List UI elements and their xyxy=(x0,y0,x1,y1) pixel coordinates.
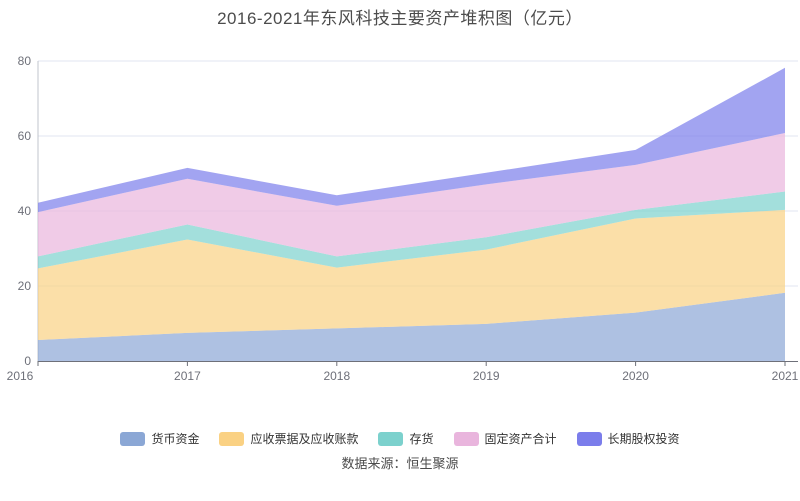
legend-item-0[interactable]: 货币资金 xyxy=(120,430,199,447)
y-axis-label-40: 40 xyxy=(18,204,32,218)
x-axis-label-2016: 2016 xyxy=(7,369,34,383)
chart-title: 2016-2021年东风科技主要资产堆积图（亿元） xyxy=(217,9,583,28)
x-axis-label-2017: 2017 xyxy=(174,369,201,383)
legend-item-2[interactable]: 存货 xyxy=(378,430,434,447)
legend-swatch-icon xyxy=(219,431,245,446)
legend-label: 存货 xyxy=(409,432,434,446)
x-axis-label-2021: 2021 xyxy=(772,369,799,383)
legend-swatch-icon xyxy=(453,431,479,446)
area-series-1[interactable] xyxy=(38,209,785,340)
chart-legend: 货币资金 应收票据及应收账款 存货 固定资产合计 长期股权投资 xyxy=(0,430,800,447)
y-axis-label-20: 20 xyxy=(18,279,32,293)
data-source-note: 数据来源：恒生聚源 xyxy=(341,456,459,471)
area-series-3[interactable] xyxy=(38,133,785,257)
x-axis-label-2019: 2019 xyxy=(473,369,500,383)
y-axis-label-60: 60 xyxy=(18,129,32,143)
legend-swatch-icon xyxy=(120,431,146,446)
legend-swatch-icon xyxy=(378,431,404,446)
y-axis-label-80: 80 xyxy=(18,54,32,68)
y-axis-label-0: 0 xyxy=(24,354,31,368)
legend-label: 应收票据及应收账款 xyxy=(250,432,359,446)
area-series-2[interactable] xyxy=(38,191,785,269)
area-series-4[interactable] xyxy=(38,67,785,213)
legend-label: 固定资产合计 xyxy=(484,432,557,446)
legend-item-3[interactable]: 固定资产合计 xyxy=(453,430,557,447)
legend-item-4[interactable]: 长期股权投资 xyxy=(576,430,680,447)
x-axis-label-2020: 2020 xyxy=(622,369,649,383)
x-axis-label-2018: 2018 xyxy=(323,369,350,383)
legend-label: 货币资金 xyxy=(151,432,200,446)
legend-item-1[interactable]: 应收票据及应收账款 xyxy=(219,430,358,447)
area-series-0[interactable] xyxy=(38,292,785,361)
legend-swatch-icon xyxy=(576,431,602,446)
legend-label: 长期股权投资 xyxy=(607,432,680,446)
stacked-area-chart[interactable]: 0 20 40 60 80 2016 2017 2018 2019 2020 2021 xyxy=(0,0,800,400)
